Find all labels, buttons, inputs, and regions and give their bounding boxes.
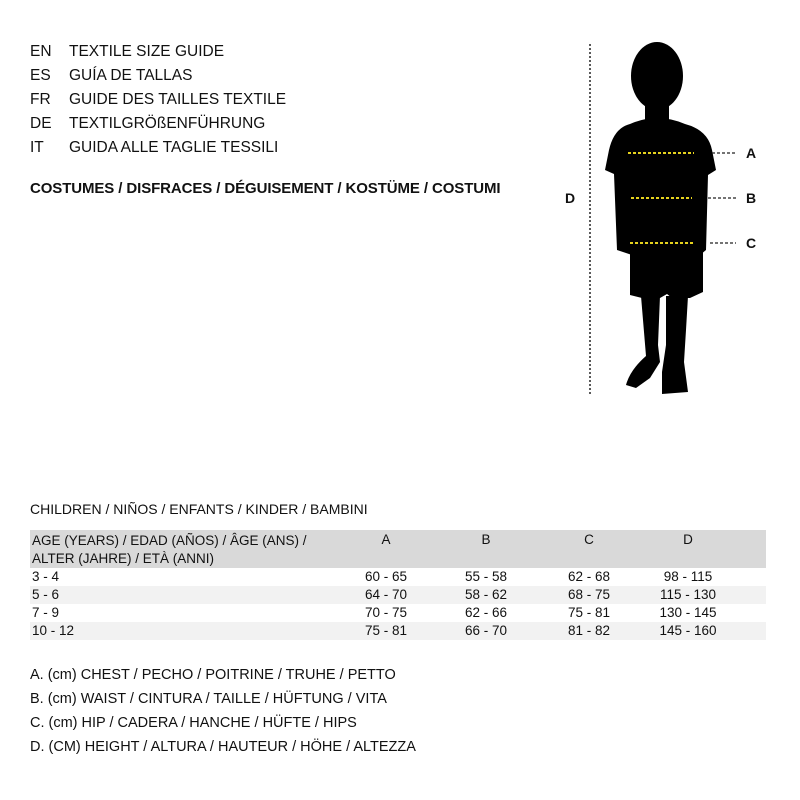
header-b: B [436,530,536,568]
measure-lines [628,152,695,244]
title-text: GUIDA ALLE TAGLIE TESSILI [69,139,279,156]
label-c: C [746,235,756,251]
title-text: TEXTILGRÖßENFÜHRUNG [69,115,266,132]
header-c: C [536,530,642,568]
legend-c: C. (cm) HIP / CADERA / HANCHE / HÜFTE / … [30,715,357,731]
pointer-lines [708,152,736,244]
lang-code: FR [30,91,51,108]
lang-code: IT [30,139,44,156]
table-header-row: AGE (YEARS) / EDAD (AÑOS) / ÂGE (ANS) / A… [30,530,766,568]
header-a: A [336,530,436,568]
title-text: GUÍA DE TALLAS [69,67,193,84]
table-caption: CHILDREN / NIÑOS / ENFANTS / KINDER / BA… [30,501,368,517]
child-silhouette-figure: D A B C [565,42,756,396]
label-b: B [746,190,756,206]
lang-code: ES [30,67,51,84]
lang-code: DE [30,115,52,132]
table-row: 10 - 12 75 - 81 66 - 70 81 - 82 145 - 160 [30,622,766,640]
category-heading: COSTUMES / DISFRACES / DÉGUISEMENT / KOS… [30,180,501,197]
legend-d: D. (CM) HEIGHT / ALTURA / HAUTEUR / HÖHE… [30,739,416,755]
title-text: TEXTILE SIZE GUIDE [69,43,225,60]
table-row: 5 - 6 64 - 70 58 - 62 68 - 75 115 - 130 [30,586,766,604]
lang-code: EN [30,43,52,60]
legend-b: B. (cm) WAIST / CINTURA / TAILLE / HÜFTU… [30,691,387,707]
header-age: AGE (YEARS) / EDAD (AÑOS) / ÂGE (ANS) / A… [30,530,336,568]
label-a: A [746,145,756,161]
title-text: GUIDE DES TAILLES TEXTILE [69,91,287,108]
table-row: 7 - 9 70 - 75 62 - 66 75 - 81 130 - 145 [32,605,717,620]
label-d: D [565,190,575,206]
table-row: 3 - 4 60 - 65 55 - 58 62 - 68 98 - 115 [32,569,713,584]
size-table: AGE (YEARS) / EDAD (AÑOS) / ÂGE (ANS) / A… [30,530,766,640]
header-d: D [642,530,734,568]
child-silhouette-icon [605,42,716,394]
legend-a: A. (cm) CHEST / PECHO / POITRINE / TRUHE… [30,667,396,683]
